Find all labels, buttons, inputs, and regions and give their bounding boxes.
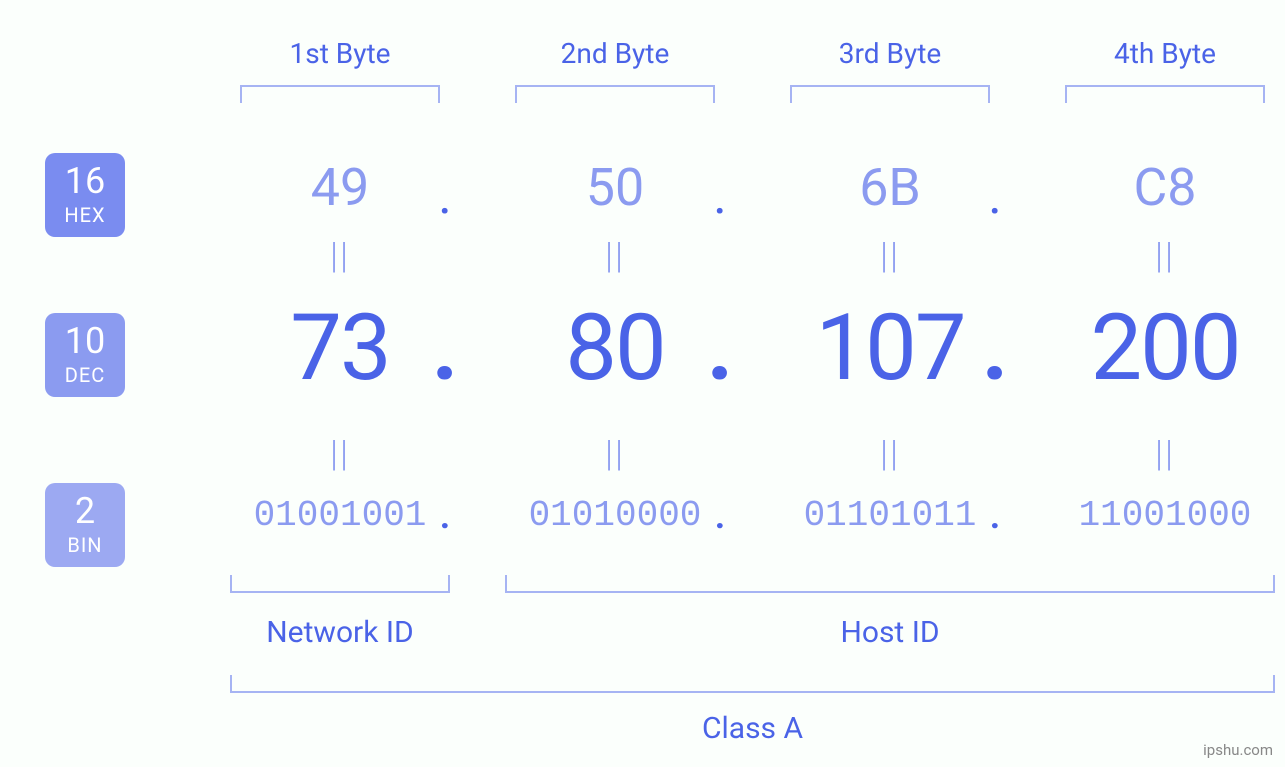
host-id-label: Host ID [505,615,1275,650]
badge-bin-num: 2 [75,493,95,529]
byte-bracket-top-4 [1065,85,1265,103]
network-id-bracket [230,575,450,593]
badge-dec-label: DEC [65,363,106,387]
byte-bracket-top-1 [240,85,440,103]
hex-dot-3: . [980,165,1010,226]
badge-bin: 2 BIN [45,483,125,567]
equals-bot-1: || [210,433,470,475]
equals-bot-4: || [1035,433,1285,475]
dec-dot-1: . [430,295,460,402]
byte-header-3: 3rd Byte [760,37,1020,70]
class-bracket [230,675,1275,693]
byte-header-1: 1st Byte [210,37,470,70]
badge-dec: 10 DEC [45,313,125,397]
bin-dot-2: . [705,495,735,537]
host-id-bracket [505,575,1275,593]
bin-byte-4: 11001000 [1035,495,1285,536]
class-label: Class A [230,711,1275,746]
badge-hex: 16 HEX [45,153,125,237]
equals-top-3: || [760,235,1020,277]
badge-dec-num: 10 [65,323,105,359]
badge-hex-num: 16 [65,163,105,199]
bin-dot-1: . [430,495,460,537]
equals-top-2: || [485,235,745,277]
dec-byte-4: 200 [1035,295,1285,402]
hex-dot-1: . [430,165,460,226]
bin-dot-3: . [980,495,1010,537]
equals-top-4: || [1035,235,1285,277]
badge-hex-label: HEX [64,203,105,227]
watermark: ipshu.com [1203,741,1273,759]
byte-header-2: 2nd Byte [485,37,745,70]
hex-byte-4: C8 [1035,157,1285,218]
equals-bot-3: || [760,433,1020,475]
network-id-label: Network ID [230,615,450,650]
byte-bracket-top-3 [790,85,990,103]
dec-dot-2: . [705,295,735,402]
byte-header-4: 4th Byte [1035,37,1285,70]
hex-dot-2: . [705,165,735,226]
byte-bracket-top-2 [515,85,715,103]
equals-top-1: || [210,235,470,277]
dec-dot-3: . [980,295,1010,402]
badge-bin-label: BIN [67,533,102,557]
equals-bot-2: || [485,433,745,475]
